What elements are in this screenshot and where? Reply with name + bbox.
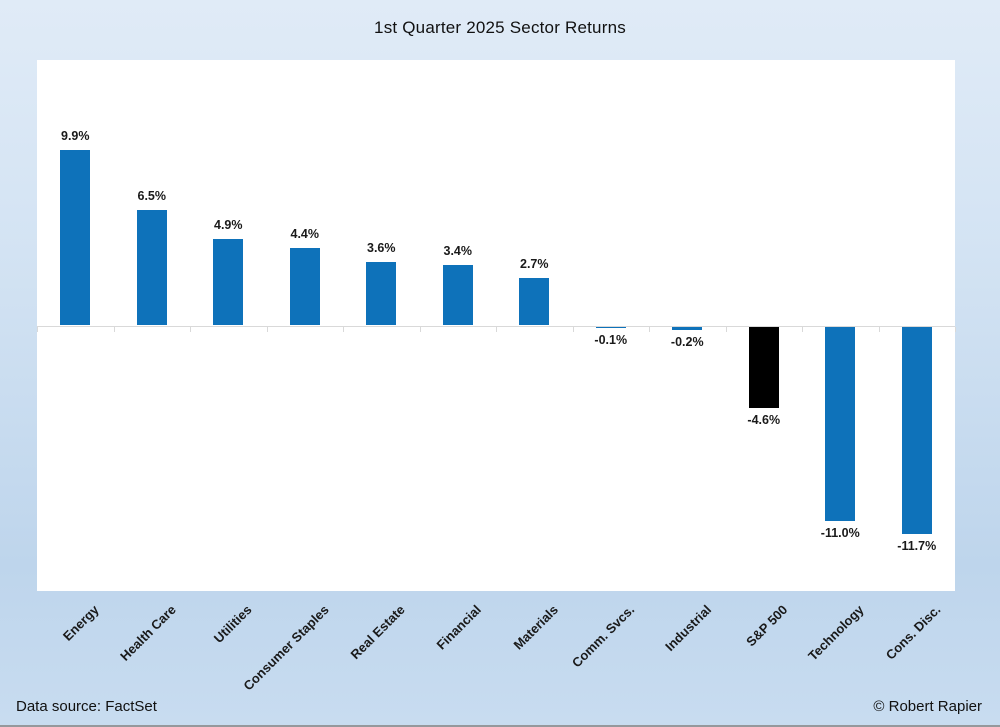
bar-value-label: -11.7% [897, 538, 937, 553]
axis-tick [266, 326, 268, 332]
chart-bar-materials [519, 277, 550, 326]
chart-bar-technology [825, 326, 856, 522]
axis-tick [955, 326, 956, 332]
category-label: Real Estate [347, 602, 408, 663]
axis-tick [572, 326, 574, 332]
chart-bar-consumer-staples [289, 247, 320, 326]
bar-value-label: 6.5% [137, 189, 167, 204]
category-label: S&P 500 [743, 602, 791, 650]
bar-value-label: 2.7% [520, 256, 549, 271]
chart-bar-s-p-500 [748, 326, 779, 408]
axis-tick [649, 326, 650, 332]
axis-tick [496, 326, 497, 332]
bar-value-label: -0.1% [594, 333, 628, 348]
x-axis-line [37, 325, 955, 327]
category-label: Comm. Svcs. [569, 602, 638, 671]
bar-value-label: 3.6% [367, 240, 396, 255]
category-label: Technology [805, 602, 867, 664]
chart-plot-area: 9.9% 6.5% 4.9% 4.4% 3.6% 3.4% 2.7% -0.1% -0.2% -4… [37, 60, 956, 591]
bar-value-label: -0.2% [670, 335, 704, 350]
axis-tick [802, 326, 803, 332]
category-label: Industrial [661, 602, 714, 654]
chart-bar-real-estate [366, 261, 397, 326]
axis-tick [878, 326, 880, 332]
axis-tick [419, 326, 421, 332]
category-label: Materials [510, 602, 561, 653]
category-label: Cons. Disc. [882, 602, 944, 663]
bar-value-label: 3.4% [443, 244, 473, 259]
bar-value-label: -11.0% [820, 526, 860, 541]
bar-value-label: 4.9% [214, 217, 243, 232]
bar-value-label: -4.6% [747, 412, 781, 427]
chart-bar-financial [442, 265, 473, 326]
data-source-label: Data source: FactSet [16, 698, 157, 715]
chart-bar-health-care [136, 210, 167, 326]
axis-tick [37, 326, 38, 332]
chart-bar-cons-disc [901, 326, 932, 534]
axis-tick [190, 326, 191, 332]
copyright-label: © Robert Rapier [873, 698, 982, 715]
chart-bar-comm-svcs [595, 326, 626, 329]
chart-title: 1st Quarter 2025 Sector Returns [374, 18, 626, 37]
axis-tick [113, 326, 115, 332]
category-label: Consumer Staples [240, 602, 332, 694]
chart-bar-utilities [213, 238, 244, 326]
chart-bar-industrial [672, 326, 703, 331]
axis-tick [725, 326, 727, 332]
chart-bar-energy [60, 150, 91, 326]
bar-value-label: 4.4% [290, 226, 320, 241]
axis-tick [343, 326, 344, 332]
category-label: Utilities [211, 602, 255, 646]
bar-value-label: 9.9% [61, 129, 90, 144]
category-label: Financial [433, 602, 485, 653]
category-label: Health Care [116, 602, 179, 664]
category-label: Energy [60, 602, 102, 644]
